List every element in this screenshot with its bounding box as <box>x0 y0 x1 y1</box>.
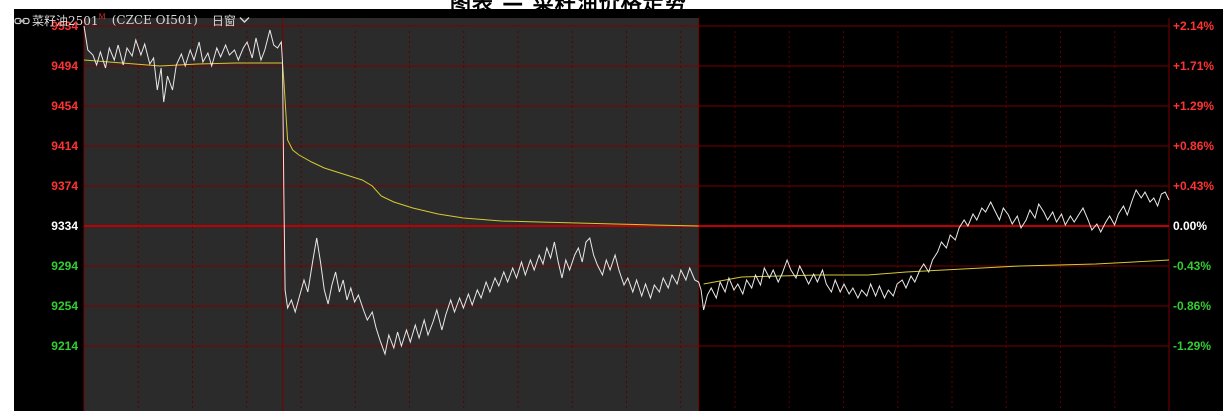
intraday-chart: 9534 +2.14% 9494 +1.71% 9454 +1.29% 9414 +0.86%… <box>51 18 1214 411</box>
pct-tick-label: +0.86% <box>1173 139 1214 153</box>
period-dropdown[interactable]: 日窗 <box>212 12 250 29</box>
avg-price-line <box>703 259 1170 285</box>
y-tick-label: 9334 <box>51 219 78 233</box>
y-tick-label: 9294 <box>51 259 78 273</box>
chart-panel: 9534 +2.14% 9494 +1.71% 9454 +1.29% 9414 +0.86%… <box>14 9 1223 411</box>
chart-toolbar: 菜籽油2501 M (CZCE OI501) 日窗 <box>14 11 250 29</box>
y-tick-label: 9214 <box>51 339 78 353</box>
pct-tick-label: 0.00% <box>1173 219 1207 233</box>
y-tick-label: 9254 <box>51 299 78 313</box>
avg-price-line <box>83 59 699 227</box>
figure-title-strip: 图表 — 菜籽油价格走势 <box>0 0 1223 9</box>
pct-tick-label: -0.86% <box>1173 299 1211 313</box>
chevron-down-icon <box>239 16 250 24</box>
instrument-code: (CZCE OI501) <box>111 13 198 27</box>
figure-title: 图表 — 菜籽油价格走势 <box>450 0 687 9</box>
morning-session-shade <box>84 18 699 411</box>
y-tick-label: 9374 <box>51 179 78 193</box>
pct-tick-label: +1.71% <box>1173 59 1214 73</box>
period-label: 日窗 <box>211 13 236 28</box>
pct-tick-label: +1.29% <box>1173 99 1214 113</box>
pct-tick-label: +0.43% <box>1173 179 1214 193</box>
pct-tick-label: +2.14% <box>1173 19 1214 33</box>
y-tick-label: 9534 <box>51 19 78 33</box>
y-tick-label: 9454 <box>51 99 78 113</box>
pct-tick-label: -0.43% <box>1173 259 1211 273</box>
link-icon[interactable] <box>14 15 30 25</box>
y-tick-label: 9414 <box>51 139 78 153</box>
pct-tick-label: -1.29% <box>1173 339 1211 353</box>
instrument-badge: M <box>98 13 106 21</box>
price-line <box>83 25 1170 356</box>
instrument-name: 菜籽油2501 <box>32 13 99 28</box>
y-tick-label: 9494 <box>51 59 78 73</box>
